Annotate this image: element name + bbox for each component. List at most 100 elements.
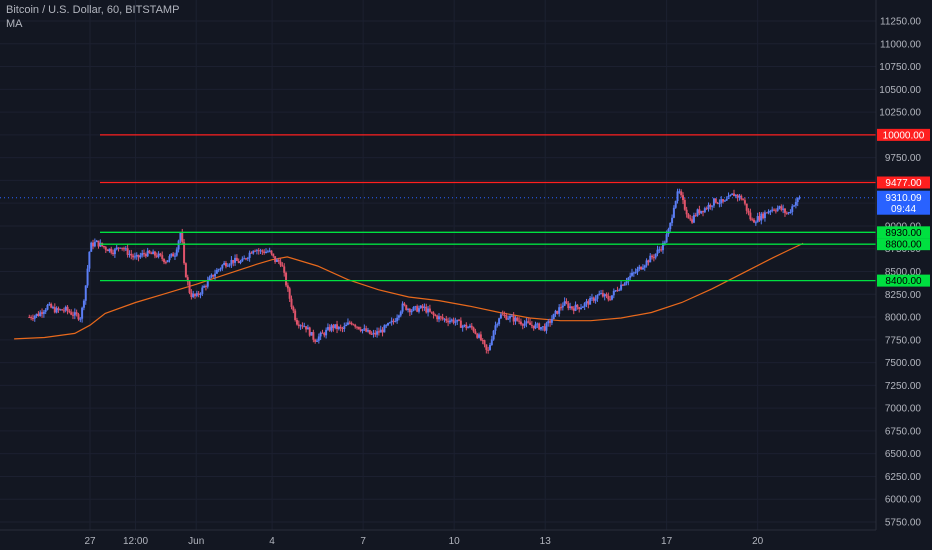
candle-body	[295, 320, 298, 325]
candle-body	[614, 290, 617, 292]
candle-body	[214, 273, 217, 277]
candle-body	[479, 334, 482, 341]
candle-body	[563, 301, 566, 306]
candle-body	[587, 301, 590, 305]
candle-body	[474, 331, 477, 334]
candle-body	[718, 203, 721, 205]
candle-body	[157, 253, 160, 257]
candle-body	[321, 332, 324, 334]
candle-body	[57, 308, 60, 310]
candle-body	[749, 212, 752, 220]
candle-body	[783, 208, 786, 213]
candle-body	[700, 210, 703, 214]
candle-body	[326, 327, 329, 330]
candle-body	[286, 285, 289, 289]
candle-body	[521, 324, 524, 326]
candle-body	[41, 312, 44, 314]
candle-body	[554, 310, 557, 314]
candle-body	[785, 212, 788, 214]
candle-body	[683, 200, 686, 210]
candle-body	[274, 256, 277, 262]
candle-body	[705, 208, 708, 210]
candle-body	[656, 249, 659, 254]
candle-body	[601, 293, 604, 297]
candle-body	[567, 303, 570, 309]
candle-body	[206, 280, 209, 287]
candle-body	[275, 259, 278, 262]
candle-body	[299, 325, 302, 327]
candle-body	[217, 269, 220, 271]
indicator-label[interactable]: MA	[6, 18, 23, 30]
candle-body	[556, 310, 559, 314]
candle-body	[341, 328, 344, 330]
candle-body	[676, 191, 679, 202]
candle-body	[95, 240, 98, 243]
candle-body	[122, 248, 125, 250]
candle-body	[104, 247, 107, 250]
candle-body	[61, 309, 64, 311]
candle-body	[84, 285, 87, 301]
candle-body	[649, 255, 652, 263]
price-tick-label: 6750.00	[885, 426, 922, 437]
candle-body	[143, 253, 146, 255]
price-tick-label: 10750.00	[879, 62, 921, 73]
candle-body	[773, 209, 776, 211]
candle-body	[261, 250, 264, 252]
candle-body	[640, 266, 643, 270]
candle-body	[523, 323, 526, 326]
candle-body	[438, 316, 440, 320]
candle-body	[93, 242, 96, 247]
candle-body	[559, 307, 562, 309]
candle-body	[529, 322, 532, 325]
candle-body	[226, 265, 229, 267]
candle-body	[600, 293, 603, 295]
candle-body	[92, 242, 95, 247]
candle-body	[132, 255, 135, 258]
candle-body	[519, 321, 522, 325]
candle-body	[108, 248, 111, 252]
candle-body	[443, 318, 446, 320]
candle-body	[432, 312, 435, 315]
candle-body	[651, 255, 654, 258]
candle-body	[292, 306, 295, 311]
candle-body	[133, 256, 136, 258]
candle-body	[652, 257, 655, 259]
price-axis[interactable]: 5750.00 6000.00 6250.00 6500.00 6750.00 7000.…	[879, 17, 921, 529]
level-badge-green	[877, 274, 930, 287]
time-axis[interactable]: 27 12:00 Jun 4 7 10 13 17 20	[84, 536, 763, 547]
price-tick-label: 7000.00	[885, 404, 922, 415]
candle-body	[736, 194, 739, 198]
price-tick-label: 8250.00	[885, 290, 922, 301]
candle-body	[301, 325, 304, 327]
candle-body	[73, 312, 76, 316]
candle-body	[547, 321, 550, 324]
candle-body	[702, 210, 705, 213]
level-badge-green	[877, 238, 930, 251]
candle-body	[627, 277, 630, 282]
candle-body	[70, 312, 73, 315]
candle-body	[172, 253, 175, 257]
candle-body	[266, 251, 269, 253]
candle-body	[696, 209, 699, 216]
candle-body	[680, 191, 683, 196]
candle-body	[765, 212, 768, 214]
candle-body	[235, 257, 238, 261]
candle-body	[448, 320, 451, 323]
candle-body	[379, 329, 382, 333]
symbol-title[interactable]: Bitcoin / U.S. Dollar, 60, BITSTAMP	[6, 4, 180, 16]
candle-body	[691, 219, 694, 223]
candle-body	[425, 306, 428, 313]
candle-body	[368, 330, 371, 334]
candle-body	[534, 324, 537, 329]
candle-body	[221, 264, 224, 269]
candle-body	[791, 206, 794, 212]
candle-body	[483, 340, 486, 345]
candle-body	[152, 251, 155, 255]
candle-body	[77, 314, 80, 320]
candle-body	[336, 324, 339, 330]
price-tick-label: 11000.00	[880, 39, 921, 50]
candle-body	[578, 307, 581, 310]
time-tick-label: 27	[84, 536, 96, 547]
chart-header: Bitcoin / U.S. Dollar, 60, BITSTAMP MA	[6, 3, 179, 31]
